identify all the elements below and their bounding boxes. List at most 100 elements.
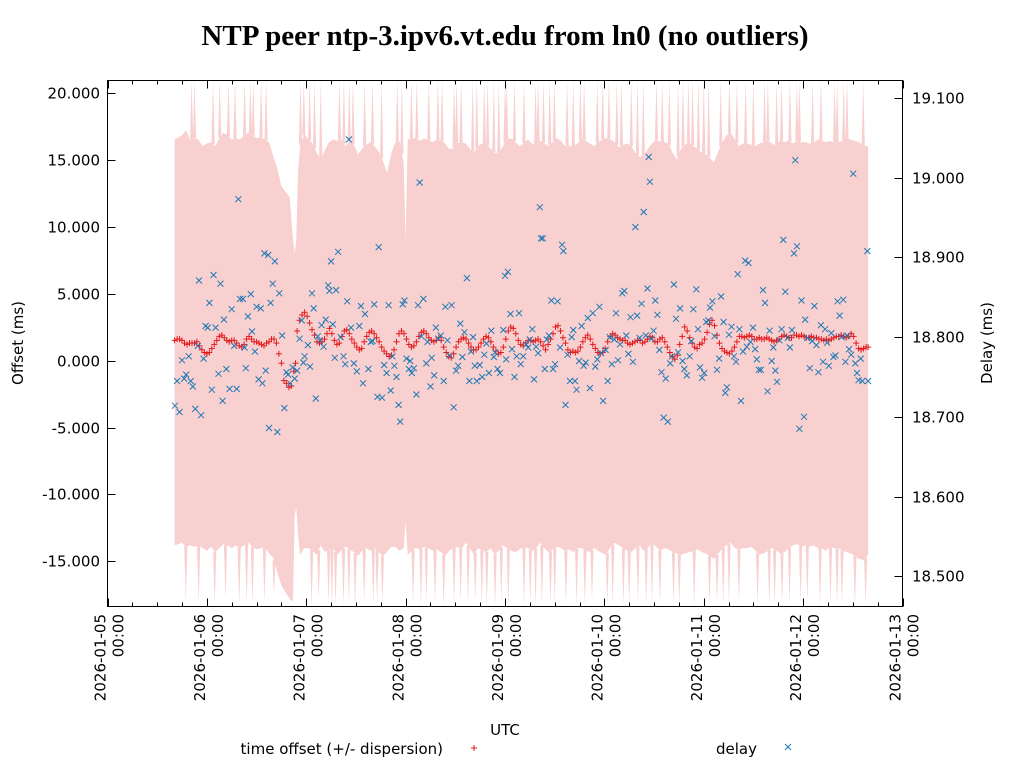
delay-point (478, 373, 486, 381)
offset-point (391, 346, 397, 353)
offset-point (850, 333, 857, 340)
dispersion-spike (719, 80, 723, 146)
dispersion-spike (835, 548, 839, 606)
delay-point (280, 404, 288, 412)
delay-point (353, 368, 361, 375)
delay-point (343, 297, 351, 305)
delay-point (178, 356, 186, 364)
x-tick-date: 2026-01-05 (92, 614, 110, 701)
dispersion-spike (842, 80, 846, 140)
dispersion-spike (707, 555, 712, 605)
dispersion-spike (371, 548, 375, 605)
offset-point (346, 330, 353, 337)
y2-tick-label: 19.100 (912, 90, 965, 108)
delay-point (273, 428, 281, 436)
offset-point (659, 334, 666, 341)
dispersion-spike (455, 80, 459, 145)
dispersion-spike (522, 80, 526, 144)
offset-point (689, 340, 696, 347)
delay-point (793, 242, 801, 250)
x-tick-time: 00:00 (308, 614, 326, 657)
delay-point (262, 367, 270, 374)
delay-point (189, 383, 197, 390)
delay-point (222, 365, 230, 373)
delay-point (284, 371, 292, 378)
delay-point (182, 371, 190, 378)
delay-point (642, 332, 650, 339)
delay-point (378, 394, 386, 402)
delay-point (625, 350, 632, 358)
delay-point (788, 326, 796, 334)
delay-point (539, 234, 547, 242)
delay-point (569, 326, 577, 334)
dispersion-spike (480, 550, 484, 605)
dispersion-spike (319, 80, 323, 160)
offset-point (475, 344, 482, 351)
delay-point (761, 299, 769, 307)
x-axis: 2026-01-05 00:00 2026-01-06 00:00 2026-01-07… (92, 80, 923, 701)
delay-point (195, 277, 203, 284)
offset-point (589, 341, 596, 348)
delay-point (176, 408, 183, 416)
delay-point (645, 153, 653, 161)
dispersion-spike (536, 80, 540, 144)
dispersion-spike (534, 80, 538, 146)
delay-point (293, 367, 301, 374)
delay-point (580, 362, 588, 370)
dispersion-area (174, 130, 869, 602)
delay-point (469, 333, 477, 341)
dispersion-spike (395, 80, 399, 142)
delay-point (320, 343, 327, 351)
dispersion-spike (692, 550, 696, 606)
dispersion-spike (805, 546, 809, 602)
dispersion-spike (629, 80, 633, 147)
dispersion-spike (512, 80, 517, 142)
x-tick-label: 2026-01-09 00:00 (489, 614, 525, 701)
dispersion-spike (818, 548, 822, 606)
offset-point (373, 334, 380, 341)
delay-point (200, 355, 207, 362)
dispersion-spike (582, 80, 586, 141)
dispersion-spike (184, 546, 188, 602)
offset-point (478, 340, 484, 347)
delay-point (399, 301, 407, 308)
dispersion-spike (409, 80, 413, 139)
dispersion-spike (471, 80, 475, 152)
legend-marker-offset (471, 745, 477, 751)
offset-point (321, 336, 328, 343)
delay-point (616, 340, 624, 348)
dispersion-spike (715, 555, 719, 603)
dispersion-spike (506, 548, 510, 606)
offset-point (440, 344, 447, 351)
offset-point (348, 336, 355, 343)
dispersion-spike (780, 80, 784, 141)
delay-point (437, 332, 445, 339)
dispersion-spike (552, 80, 556, 141)
delay-point (264, 251, 272, 259)
delay-point (564, 351, 571, 359)
delay-point (310, 305, 318, 312)
delay-point (728, 323, 735, 331)
delay-point (416, 179, 424, 186)
offset-point (206, 349, 213, 356)
dispersion-spike (787, 547, 792, 605)
offset-point (413, 338, 420, 345)
delay-point (259, 379, 266, 387)
delay-point (741, 257, 749, 264)
dispersion-spike (773, 549, 777, 606)
delay-point (709, 297, 716, 305)
offset-point (542, 346, 549, 353)
dispersion-spike (811, 80, 815, 144)
dispersion-spike (493, 554, 497, 606)
delay-point (197, 411, 205, 419)
delay-point (725, 331, 733, 339)
dispersion-spike (853, 556, 857, 606)
dispersion-spike (621, 548, 625, 606)
delay-point (721, 389, 729, 397)
offset-point (211, 341, 218, 348)
dispersion-spike (751, 80, 755, 146)
delay-point (599, 397, 607, 405)
delay-point (680, 365, 688, 373)
delay-point (556, 344, 564, 351)
offset-point (376, 338, 383, 345)
